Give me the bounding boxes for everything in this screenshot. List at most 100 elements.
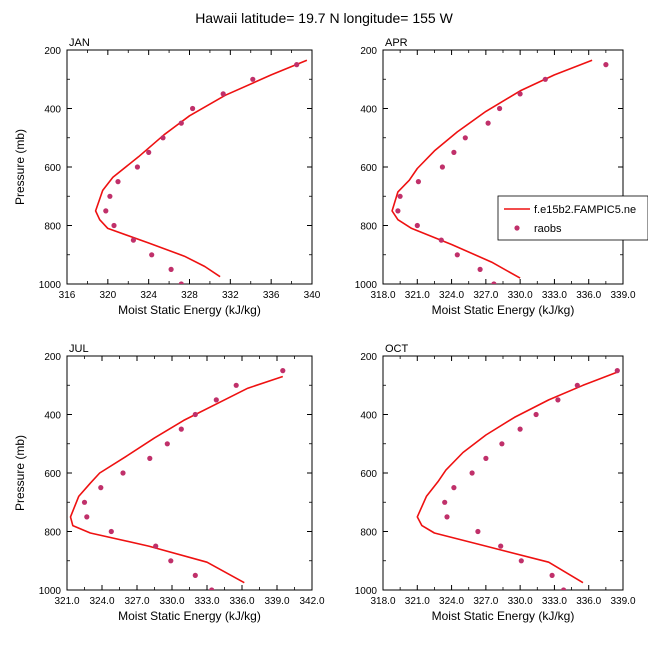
raobs-point <box>233 382 239 388</box>
plot-frame <box>66 49 313 285</box>
raobs-point <box>439 164 445 170</box>
y-tick-label: 800 <box>44 528 61 539</box>
raobs-point <box>213 397 219 403</box>
raobs-point <box>561 587 567 590</box>
x-tick-label: 332 <box>222 290 239 301</box>
y-tick-label: 800 <box>360 528 377 539</box>
legend-obs-marker <box>514 225 520 231</box>
raobs-point <box>475 528 481 535</box>
raobs-point <box>209 587 215 590</box>
y-tick-label: 400 <box>360 411 377 422</box>
x-axis-label: Moist Static Energy (kJ/kg) <box>118 609 261 623</box>
raobs-point <box>533 411 539 418</box>
y-tick-label: 400 <box>360 105 377 116</box>
raobs-point <box>190 105 196 112</box>
y-tick-label: 600 <box>360 163 377 174</box>
raobs-point <box>414 222 420 229</box>
x-tick-label: 342.0 <box>299 596 324 607</box>
raobs-point <box>574 382 580 388</box>
raobs-point <box>108 528 114 535</box>
raobs-point <box>442 499 448 505</box>
raobs-point <box>81 499 88 505</box>
raobs-point <box>517 91 523 97</box>
series-group <box>416 368 620 590</box>
raobs-point <box>603 62 609 68</box>
x-tick-label: 321.0 <box>405 596 430 607</box>
model-profile-line <box>416 371 618 584</box>
x-tick-label: 318.0 <box>370 290 395 301</box>
legend-box <box>497 195 648 241</box>
y-tick-label: 1000 <box>355 586 378 597</box>
y-tick-label: 1000 <box>355 280 378 291</box>
y-tick-label: 800 <box>44 222 61 233</box>
panel-label: OCT <box>385 343 409 355</box>
raobs-point <box>518 558 524 564</box>
raobs-point <box>499 441 505 447</box>
x-tick-label: 318.0 <box>370 596 395 607</box>
y-tick-label: 1000 <box>39 280 62 291</box>
x-tick-label: 336.0 <box>576 290 601 301</box>
figure-title: Hawaii latitude= 19.7 N longitude= 155 W <box>195 10 453 26</box>
y-axis-label: Pressure (mb) <box>13 435 27 511</box>
raobs-point <box>451 485 457 491</box>
x-tick-label: 324.0 <box>439 290 464 301</box>
raobs-point <box>192 572 198 579</box>
model-profile-line <box>69 375 284 584</box>
y-tick-label: 400 <box>44 105 61 116</box>
raobs-point <box>497 105 503 112</box>
plot-frame <box>382 355 624 591</box>
x-tick-label: 328 <box>181 290 198 301</box>
raobs-point <box>168 266 174 272</box>
y-tick-label: 600 <box>44 469 61 480</box>
raobs-point <box>130 237 136 243</box>
y-tick-label: 200 <box>360 352 377 363</box>
raobs-point <box>115 179 121 185</box>
x-axis-label: Moist Static Energy (kJ/kg) <box>118 303 261 317</box>
panel-label: JUL <box>69 343 89 355</box>
raobs-point <box>220 91 226 97</box>
panel-oct: OCT 318.0 321.0 324.0 327.0 330.0 333.0 336.0 33… <box>355 343 636 623</box>
x-tick-label: 333.0 <box>542 290 567 301</box>
x-tick-label: 339.0 <box>610 596 635 607</box>
raobs-point <box>149 252 155 258</box>
raobs-point <box>178 426 184 432</box>
raobs-point <box>103 208 109 214</box>
y-axis-label: Pressure (mb) <box>13 129 27 205</box>
y-tick-label: 600 <box>44 163 61 174</box>
x-tick-label: 321.0 <box>405 290 430 301</box>
raobs-point <box>98 485 104 491</box>
panel-label: JAN <box>69 37 90 49</box>
panel-jan: JAN 316 320 324 328 332 336 340 200 400 600 800 1000… <box>13 37 321 317</box>
raobs-point <box>146 149 152 155</box>
raobs-point <box>178 120 184 126</box>
raobs-point <box>107 193 113 199</box>
y-tick-label: 400 <box>44 411 61 422</box>
raobs-point <box>294 62 300 68</box>
x-tick-label: 327.0 <box>124 596 149 607</box>
raobs-point <box>498 543 504 549</box>
raobs-point <box>192 411 198 418</box>
x-tick-label: 321.0 <box>54 596 79 607</box>
x-tick-label: 330.0 <box>508 290 533 301</box>
x-axis-label: Moist Static Energy (kJ/kg) <box>432 303 575 317</box>
model-profile-line <box>94 59 308 278</box>
y-tick-label: 600 <box>360 469 377 480</box>
x-tick-label: 320 <box>99 290 116 301</box>
raobs-point <box>451 149 457 155</box>
x-tick-label: 327.0 <box>473 596 498 607</box>
x-tick-label: 324.0 <box>89 596 114 607</box>
raobs-point <box>491 281 497 284</box>
series-group <box>69 368 286 590</box>
raobs-point <box>178 281 184 284</box>
x-tick-label: 333.0 <box>194 596 219 607</box>
raobs-point <box>485 120 491 126</box>
raobs-point <box>614 368 620 374</box>
raobs-point <box>280 368 286 374</box>
y-tick-label: 800 <box>360 222 377 233</box>
y-tick-label: 200 <box>360 46 377 57</box>
raobs-point <box>397 193 403 199</box>
x-tick-label: 336 <box>263 290 280 301</box>
series-group <box>94 59 308 284</box>
raobs-point <box>462 135 468 141</box>
